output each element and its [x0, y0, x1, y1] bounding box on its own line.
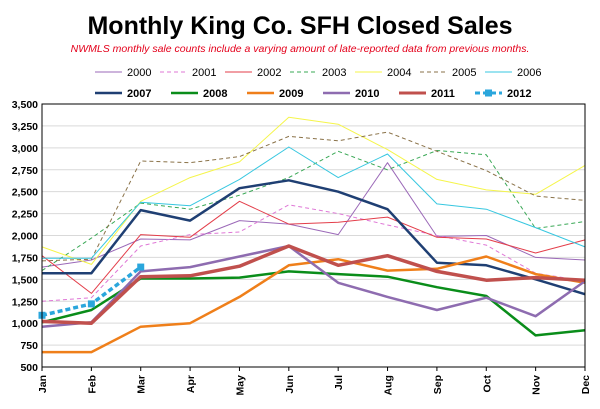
legend-marker [485, 89, 492, 97]
series-2007 [42, 179, 586, 296]
y-tick-label: 1,000 [12, 318, 38, 330]
series-line-2002 [41, 200, 586, 294]
legend-item-2002: 2002 [225, 67, 281, 79]
x-tick-label: Jun [284, 375, 296, 394]
x-tick-label: Oct [481, 375, 493, 393]
x-tick-label: Jan [37, 375, 49, 393]
series-2006 [42, 146, 586, 259]
legend-label: 2011 [431, 88, 455, 100]
y-tick-label: 2,750 [12, 165, 38, 177]
series-2005 [41, 131, 586, 262]
data-point [87, 300, 95, 308]
series-line-2004 [41, 116, 586, 265]
legend-item-2005: 2005 [420, 67, 476, 79]
legend-item-2004: 2004 [355, 67, 411, 79]
y-tick-label: 1,500 [12, 274, 38, 286]
legend-item-2007: 2007 [95, 88, 151, 100]
legend-label: 2010 [355, 88, 379, 100]
x-tick-label: Jul [333, 375, 345, 390]
y-tick-label: 3,000 [12, 143, 38, 155]
series-line-2000 [41, 162, 586, 268]
series-line-2001 [41, 204, 586, 302]
series-2009 [42, 255, 586, 354]
legend-label: 2000 [127, 67, 151, 79]
legend-item-2012: 2012 [475, 88, 531, 100]
legend-item-2010: 2010 [323, 88, 379, 100]
y-tick-label: 500 [20, 362, 38, 374]
legend-label: 2002 [257, 67, 281, 79]
legend-label: 2008 [203, 88, 227, 100]
y-tick-label: 2,250 [12, 209, 38, 221]
legend-item-2006: 2006 [485, 67, 541, 79]
series-line-2005 [41, 131, 586, 262]
x-tick-label: Mar [136, 375, 148, 394]
legend-label: 2003 [322, 67, 346, 79]
series-2010 [41, 244, 586, 328]
x-tick-label: Apr [185, 375, 197, 393]
series-line-2003 [41, 150, 586, 272]
x-tick-label: Dec [580, 375, 592, 394]
legend-label: 2005 [452, 67, 476, 79]
series-2004 [41, 116, 586, 265]
legend-item-2001: 2001 [160, 67, 216, 79]
series-line-2011 [41, 244, 586, 325]
gridlines [42, 103, 585, 368]
y-tick-label: 750 [20, 340, 38, 352]
legend-item-2000: 2000 [95, 67, 151, 79]
legend-label: 2009 [279, 88, 303, 100]
y-axis-ticks: 500 750 1,000 1,250 1,500 1,750 2,000 2,250 2,50… [12, 99, 38, 374]
series-line-2006 [42, 146, 586, 259]
legend: 2000 2001 2002 2003 2004 2005 2006 2007 2008 2009… [95, 67, 541, 100]
series-line-2010 [41, 244, 586, 328]
x-tick-label: Nov [531, 375, 543, 395]
series-2011 [41, 244, 586, 325]
y-tick-label: 3,250 [12, 121, 38, 133]
legend-label: 2012 [507, 88, 531, 100]
legend-item-2003: 2003 [290, 67, 346, 79]
y-tick-label: 2,000 [12, 231, 38, 243]
legend-item-2009: 2009 [247, 88, 303, 100]
series-line-2009 [42, 255, 586, 354]
legend-label: 2004 [387, 67, 411, 79]
y-tick-label: 3,500 [12, 99, 38, 111]
data-point [137, 263, 145, 271]
y-tick-label: 1,750 [12, 252, 38, 264]
x-tick-label: Sep [432, 375, 444, 394]
x-tick-label: Aug [383, 375, 395, 395]
legend-label: 2007 [127, 88, 151, 100]
x-tick-label: May [234, 375, 246, 396]
series-2002 [41, 200, 586, 294]
legend-label: 2006 [517, 67, 541, 79]
series-2000 [41, 162, 586, 268]
legend-item-2011: 2011 [399, 88, 455, 100]
y-tick-label: 2,500 [12, 187, 38, 199]
chart-title: Monthly King Co. SFH Closed Sales [87, 12, 512, 40]
plot-frame [41, 103, 586, 368]
series-2003 [41, 150, 586, 272]
x-tick-label: Feb [86, 375, 98, 394]
series-layer [38, 116, 586, 354]
series-2001 [41, 204, 586, 302]
chart-subtitle: NWMLS monthly sale counts include a vary… [71, 43, 530, 55]
x-axis-ticks: Jan Feb Mar Apr May Jun Jul Aug Sep Oct Nov Dec [37, 367, 592, 395]
y-tick-label: 1,250 [12, 296, 38, 308]
series-line-2007 [42, 179, 586, 296]
legend-item-2008: 2008 [171, 88, 227, 100]
legend-label: 2001 [192, 67, 216, 79]
